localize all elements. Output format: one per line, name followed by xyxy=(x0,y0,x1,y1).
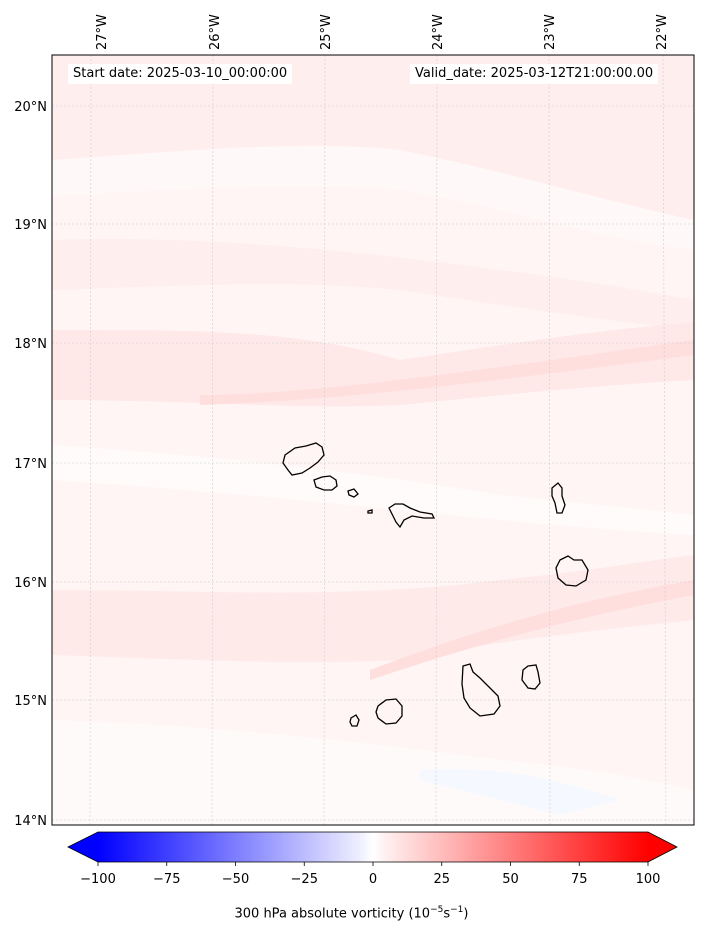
lon-label: 22°W xyxy=(655,14,670,50)
map-gridlines xyxy=(52,54,694,826)
lon-label: 24°W xyxy=(431,14,446,50)
colorbar-tick-label: 0 xyxy=(369,872,377,887)
island-maio xyxy=(521,664,541,690)
colorbar: −100 −75 −50 −25 0 25 50 75 100 xyxy=(67,831,678,887)
island-sao-nicolau xyxy=(388,503,436,529)
lat-label: 17°N xyxy=(14,457,47,472)
island-boa-vista xyxy=(555,555,589,587)
map-frame xyxy=(51,54,695,826)
colorbar-tick-label: 25 xyxy=(433,872,450,887)
island-santiago xyxy=(461,663,501,717)
island-coastlines xyxy=(282,442,589,727)
colorbar-min-extend xyxy=(68,832,98,862)
island-sao-vicente xyxy=(313,475,338,491)
colorbar-max-extend xyxy=(648,832,677,862)
lon-label: 27°W xyxy=(95,14,110,50)
island-brava xyxy=(349,714,360,727)
colorbar-label: 300 hPa absolute vorticity (10−5s−1) xyxy=(0,905,703,921)
colorbar-ticks: −100 −75 −50 −25 0 25 50 75 100 xyxy=(80,862,660,887)
colorbar-tick-label: 50 xyxy=(502,872,519,887)
colorbar-tick-label: 100 xyxy=(636,872,661,887)
colorbar-label-exponent: −1 xyxy=(450,905,464,915)
island-branco xyxy=(367,509,373,514)
lon-label: 25°W xyxy=(319,14,334,50)
colorbar-tick-label: −75 xyxy=(153,872,180,887)
latitude-labels: 20°N 19°N 18°N 17°N 16°N 15°N 14°N xyxy=(14,100,47,829)
longitude-labels: 27°W 26°W 25°W 24°W 23°W 22°W xyxy=(95,14,670,50)
colorbar-label-exponent: −5 xyxy=(430,905,444,915)
colorbar-gradient xyxy=(98,832,648,862)
lat-label: 15°N xyxy=(14,694,47,709)
colorbar-label-suffix: ) xyxy=(463,906,469,922)
colorbar-tick-label: −50 xyxy=(222,872,249,887)
lat-label: 14°N xyxy=(14,814,47,829)
island-santa-luzia xyxy=(347,488,359,498)
valid-date-label: Valid_date: 2025-03-12T21:00:00.00 xyxy=(410,64,659,84)
lat-label: 18°N xyxy=(14,337,47,352)
lat-label: 19°N xyxy=(14,218,47,233)
lat-label: 20°N xyxy=(14,100,47,115)
colorbar-label-prefix: 300 hPa absolute vorticity (10 xyxy=(234,906,431,922)
colorbar-tick-label: −100 xyxy=(80,872,116,887)
island-sal xyxy=(551,482,566,514)
island-santo-antao xyxy=(282,442,325,476)
vorticity-field xyxy=(52,55,694,825)
lon-label: 26°W xyxy=(208,14,223,50)
lon-label: 23°W xyxy=(543,14,558,50)
start-date-label: Start date: 2025-03-10_00:00:00 xyxy=(68,64,293,84)
colorbar-label-unit: s xyxy=(443,906,451,922)
colorbar-tick-label: −25 xyxy=(291,872,318,887)
lat-label: 16°N xyxy=(14,576,47,591)
colorbar-tick-label: 75 xyxy=(571,872,588,887)
island-fogo xyxy=(375,698,403,725)
